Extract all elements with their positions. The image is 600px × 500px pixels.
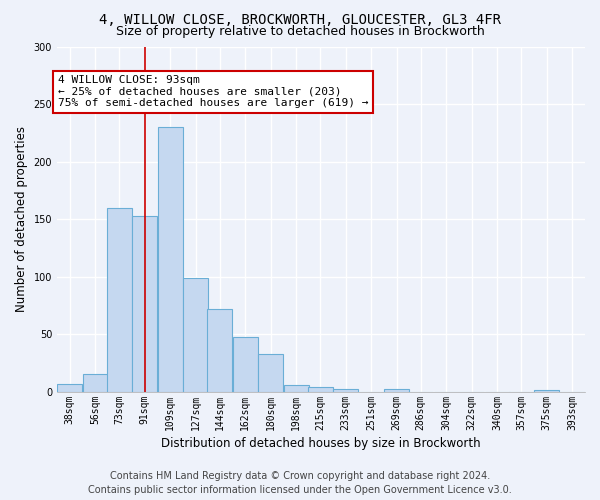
Text: Size of property relative to detached houses in Brockworth: Size of property relative to detached ho… <box>116 25 484 38</box>
Bar <box>284 385 308 392</box>
X-axis label: Distribution of detached houses by size in Brockworth: Distribution of detached houses by size … <box>161 437 481 450</box>
Bar <box>107 208 131 392</box>
Bar <box>385 388 409 392</box>
Text: 4 WILLOW CLOSE: 93sqm
← 25% of detached houses are smaller (203)
75% of semi-det: 4 WILLOW CLOSE: 93sqm ← 25% of detached … <box>58 76 368 108</box>
Y-axis label: Number of detached properties: Number of detached properties <box>15 126 28 312</box>
Bar <box>334 388 358 392</box>
Text: 4, WILLOW CLOSE, BROCKWORTH, GLOUCESTER, GL3 4FR: 4, WILLOW CLOSE, BROCKWORTH, GLOUCESTER,… <box>99 12 501 26</box>
Text: Contains HM Land Registry data © Crown copyright and database right 2024.
Contai: Contains HM Land Registry data © Crown c… <box>88 471 512 495</box>
Bar <box>259 354 283 392</box>
Bar <box>208 309 232 392</box>
Bar <box>133 216 157 392</box>
Bar <box>58 384 82 392</box>
Bar <box>184 278 208 392</box>
Bar <box>158 127 182 392</box>
Bar <box>308 388 332 392</box>
Bar <box>535 390 559 392</box>
Bar <box>83 374 107 392</box>
Bar <box>233 336 257 392</box>
